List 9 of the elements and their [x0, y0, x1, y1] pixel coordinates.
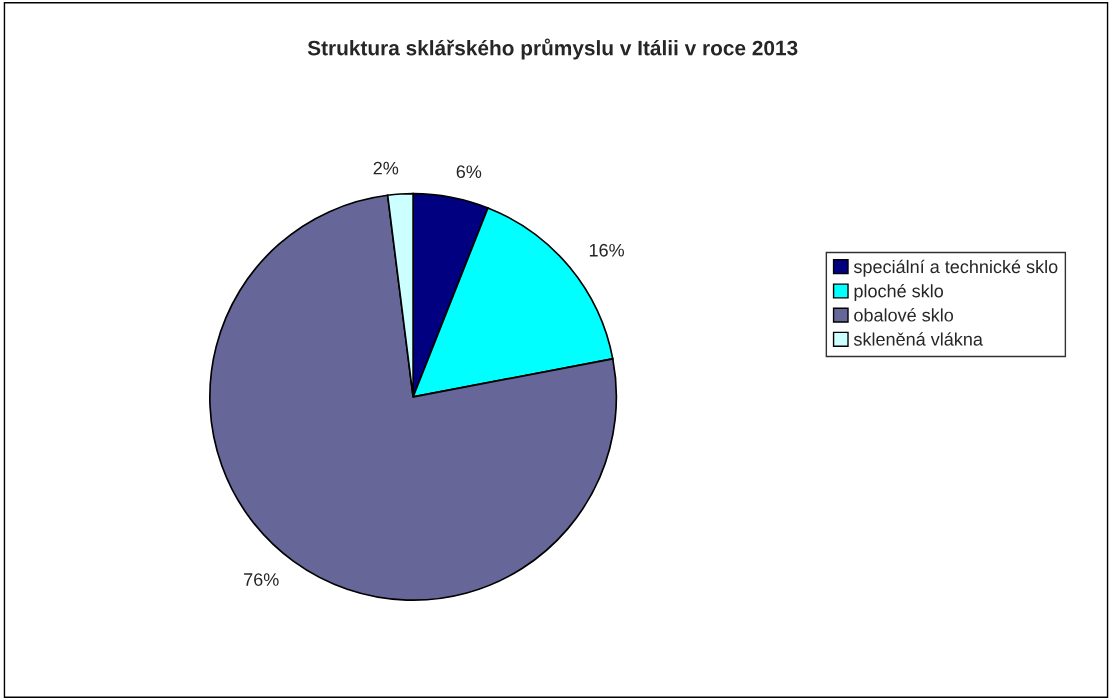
data-label: 16% [589, 243, 625, 257]
chart-title: Struktura sklářského průmyslu v Itálii v roce 2013 [307, 38, 798, 60]
legend-label: obalové sklo [854, 308, 954, 322]
data-label: 6% [456, 165, 482, 179]
legend-label: skleněná vlákna [853, 332, 983, 346]
data-label: 76% [244, 573, 279, 586]
legend-label: speciální a technické sklo [853, 259, 1058, 277]
data-label: 2% [373, 161, 399, 175]
legend-label: ploché sklo [854, 283, 943, 301]
